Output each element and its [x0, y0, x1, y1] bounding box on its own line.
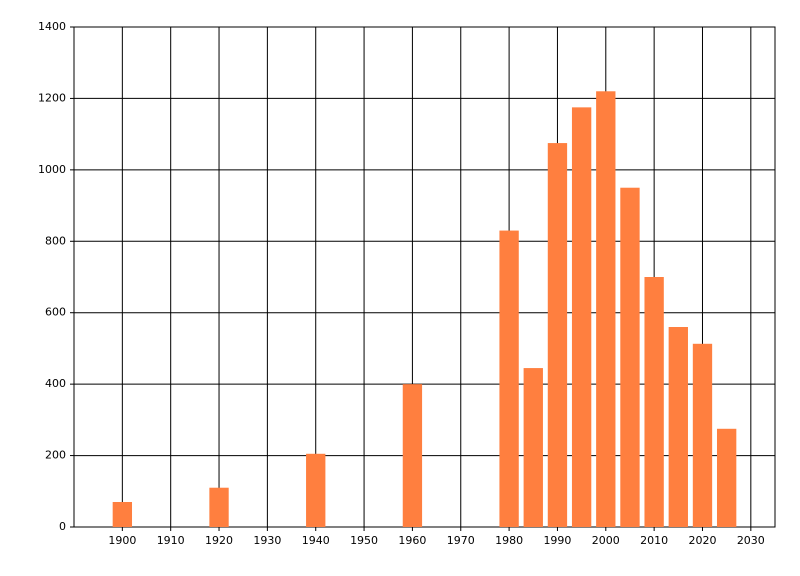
- plot-border: [73, 26, 776, 528]
- x-tick-label: 2030: [737, 534, 765, 547]
- y-tick-label: 800: [45, 234, 66, 247]
- x-tick-label: 1920: [205, 534, 233, 547]
- y-tick-label: 200: [45, 449, 66, 462]
- y-tick-label: 1200: [38, 91, 66, 104]
- bar: [402, 384, 423, 527]
- bar: [596, 91, 616, 528]
- x-tick-label: 1900: [108, 534, 136, 547]
- bar: [668, 327, 688, 527]
- bar: [620, 187, 640, 527]
- bar: [692, 343, 713, 527]
- x-tick-label: 1910: [157, 534, 185, 547]
- x-tick-label: 1930: [253, 534, 281, 547]
- bar: [209, 487, 229, 527]
- bar: [499, 230, 519, 528]
- bar: [547, 143, 568, 528]
- x-tick-label: 2000: [592, 534, 620, 547]
- y-tick-label: 1000: [38, 163, 66, 176]
- x-tick-label: 1960: [398, 534, 426, 547]
- x-tick-label: 2020: [688, 534, 716, 547]
- bar: [112, 502, 133, 527]
- bar: [523, 368, 543, 527]
- bar: [571, 107, 592, 527]
- y-tick-label: 0: [59, 520, 66, 533]
- y-tick-label: 400: [45, 377, 66, 390]
- x-tick-label: 1970: [447, 534, 475, 547]
- y-tick-label: 1400: [38, 20, 66, 33]
- x-tick-label: 1990: [543, 534, 571, 547]
- x-tick-label: 2010: [640, 534, 668, 547]
- x-tick-label: 1980: [495, 534, 523, 547]
- bar: [716, 428, 737, 527]
- x-tick-label: 1940: [302, 534, 330, 547]
- x-tick-label: 1950: [350, 534, 378, 547]
- y-tick-label: 600: [45, 306, 66, 319]
- bar: [306, 453, 326, 527]
- bar: [644, 277, 664, 527]
